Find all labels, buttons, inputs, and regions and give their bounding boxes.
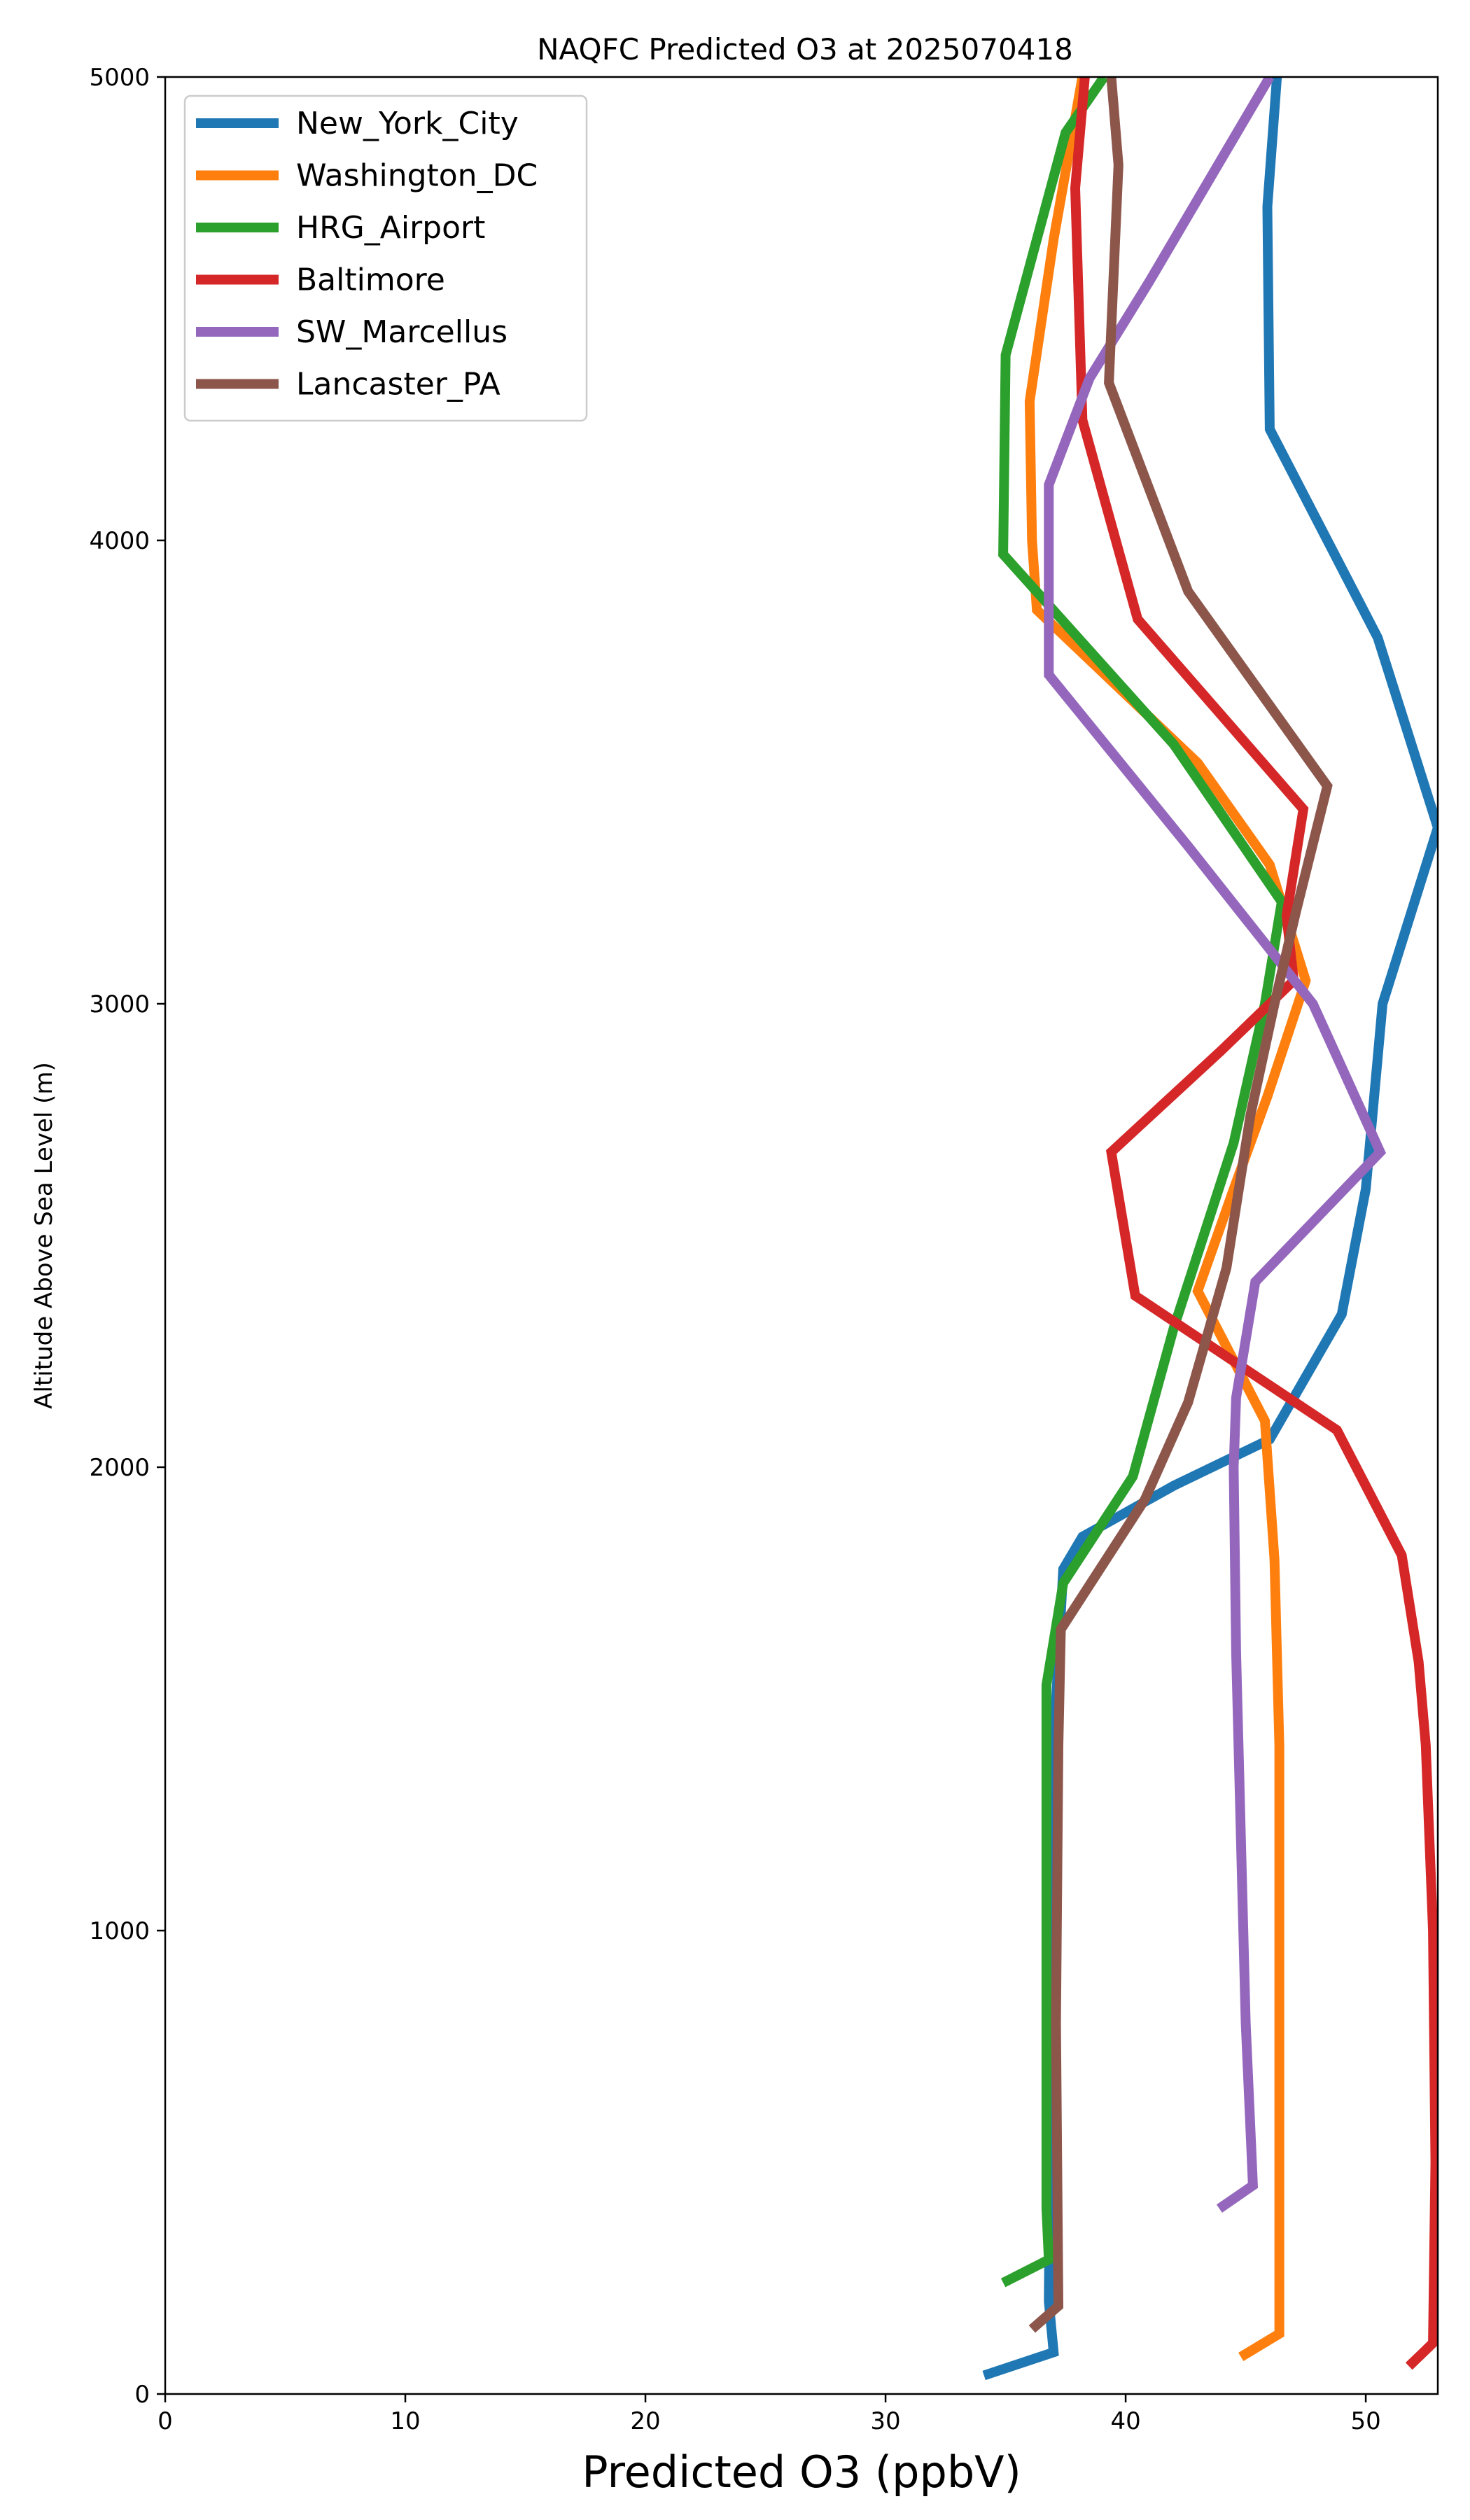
legend-label-baltimore: Baltimore bbox=[296, 262, 445, 298]
series-layer bbox=[982, 77, 1438, 2381]
y-tick-label: 1000 bbox=[89, 1917, 150, 1945]
y-tick-label: 2000 bbox=[89, 1454, 150, 1482]
series-line-sw-marcellus bbox=[1044, 77, 1387, 2213]
legend-label-washington-dc: Washington_DC bbox=[296, 158, 538, 194]
legend-box bbox=[183, 94, 588, 422]
chart-title: NAQFC Predicted O3 at 2025070418 bbox=[537, 32, 1073, 66]
x-tick-label: 40 bbox=[1110, 2407, 1140, 2435]
x-tick-label: 20 bbox=[630, 2407, 660, 2435]
x-axis-title: Predicted O3 (ppbV) bbox=[582, 2446, 1021, 2498]
y-tick-label: 4000 bbox=[89, 527, 150, 555]
series-line-washington-dc bbox=[1024, 77, 1311, 2361]
y-axis-ticks: 0 1000 2000 3000 4000 5000 bbox=[89, 64, 165, 2409]
legend: New_York_City Washington_DC HRG_Airport Bal… bbox=[183, 94, 588, 422]
x-tick-label: 50 bbox=[1350, 2407, 1380, 2435]
legend-label-sw-marcellus: SW_Marcellus bbox=[296, 314, 507, 350]
y-tick-label: 5000 bbox=[89, 64, 150, 92]
legend-label-new-york-city: New_York_City bbox=[296, 106, 519, 141]
legend-label-lancaster-pa: Lancaster_PA bbox=[296, 367, 500, 402]
y-tick-label: 0 bbox=[134, 2381, 150, 2409]
series-line-hrg-airport bbox=[998, 77, 1287, 2288]
series-line-lancaster-pa bbox=[1028, 77, 1333, 2333]
series-line-baltimore bbox=[1070, 77, 1438, 2370]
plot-area-frame bbox=[164, 76, 1439, 2395]
x-tick-label: 30 bbox=[870, 2407, 900, 2435]
legend-label-hrg-airport: HRG_Airport bbox=[296, 210, 485, 246]
y-axis-title: Altitude Above Sea Level (m) bbox=[30, 1062, 58, 1409]
x-axis-ticks: 0 10 20 30 40 50 bbox=[158, 2394, 1381, 2435]
x-tick-label: 10 bbox=[390, 2407, 420, 2435]
x-tick-label: 0 bbox=[158, 2407, 173, 2435]
y-tick-label: 3000 bbox=[89, 990, 150, 1018]
